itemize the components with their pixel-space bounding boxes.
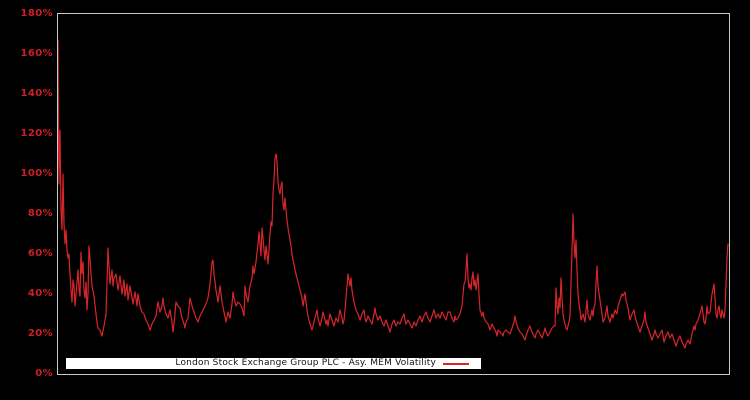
legend-line-sample-icon <box>443 362 469 365</box>
y-tick-label: 160% <box>20 48 53 59</box>
y-tick-label: 40% <box>27 288 53 299</box>
y-tick-label: 60% <box>27 248 53 259</box>
legend-label: London Stock Exchange Group PLC - Asy. M… <box>175 358 436 368</box>
plot-area <box>57 13 730 375</box>
y-tick-label: 120% <box>20 128 53 139</box>
y-tick-label: 80% <box>27 208 53 219</box>
y-tick-label: 100% <box>20 168 53 179</box>
y-tick-label: 0% <box>35 368 53 379</box>
y-tick-label: 140% <box>20 88 53 99</box>
y-tick-label: 20% <box>27 328 53 339</box>
y-tick-label: 180% <box>20 8 53 19</box>
volatility-line <box>58 39 729 349</box>
chart-canvas <box>58 39 729 349</box>
legend: London Stock Exchange Group PLC - Asy. M… <box>66 358 481 369</box>
